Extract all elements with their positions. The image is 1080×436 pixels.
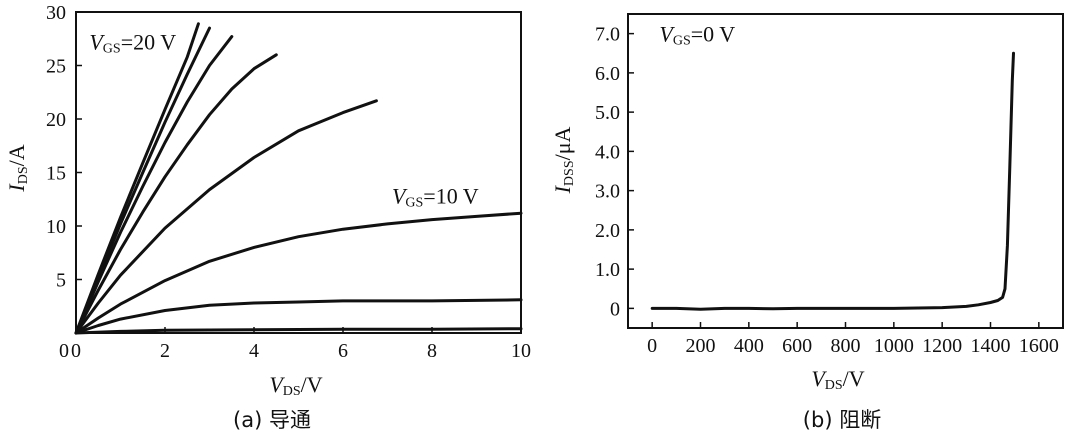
series-line-4 xyxy=(74,53,278,335)
x-axis-label: VDS/V xyxy=(269,372,322,399)
y-tick-label: 5 xyxy=(56,270,66,292)
x-tick-label: 10 xyxy=(511,340,531,362)
series-line-5 xyxy=(74,99,378,335)
x-tick-label: 200 xyxy=(686,335,716,357)
x-tick-label: 1400 xyxy=(971,335,1011,357)
panel-caption: (b) 阻断 xyxy=(803,408,881,432)
x-tick-label: 400 xyxy=(734,335,764,357)
y-tick-label: 0 xyxy=(610,298,620,320)
y-tick-label: 1.0 xyxy=(595,259,620,281)
x-tick-label: 4 xyxy=(249,340,259,362)
y-tick-label: 4.0 xyxy=(595,141,620,163)
y-tick-label: 2.0 xyxy=(595,220,620,242)
panel-caption: (a) 导通 xyxy=(233,408,311,432)
annotation-label: VGS=20 V xyxy=(89,29,176,56)
x-axis-label: VDS/V xyxy=(811,366,864,393)
plot-frame xyxy=(627,13,1064,329)
y-tick-label: 5.0 xyxy=(595,102,620,124)
annotation-label: VGS=10 V xyxy=(392,184,479,211)
blocking-panel: 0 200 400 600 800 1000 1200 1400 1600 0 1.0 2.0 3.0 4… xyxy=(550,13,1064,432)
y-tick-label: 25 xyxy=(46,56,66,78)
x-tick-label: 1600 xyxy=(1019,335,1059,357)
x-tick-label: 1200 xyxy=(922,335,962,357)
y-tick-label: 3.0 xyxy=(595,181,620,203)
x-tick-label: 800 xyxy=(831,335,861,357)
x-tick-label: 600 xyxy=(782,335,812,357)
series-line-1 xyxy=(650,51,1015,311)
x-tick-label: 0 xyxy=(71,340,81,362)
y-axis-label: IDS/A xyxy=(4,144,31,192)
series-line-6 xyxy=(74,211,523,335)
x-tick-label: 2 xyxy=(160,340,170,362)
series-line-8 xyxy=(74,327,523,335)
x-tick-label: 1000 xyxy=(874,335,914,357)
x-tick-label: 6 xyxy=(338,340,348,362)
y-tick-label: 15 xyxy=(46,163,66,185)
y-tick-label: 6.0 xyxy=(595,63,620,85)
annotation-label: VGS=0 V xyxy=(659,21,735,48)
y-axis-label: IDSS/μA xyxy=(550,126,577,194)
conduction-panel: 0 2 4 6 8 10 5 10 15 20 25 30 0 VGS=20 V VGS=10 V VDS/V… xyxy=(4,2,531,432)
series-line-3 xyxy=(74,35,234,335)
y-tick-label: 10 xyxy=(46,216,66,238)
origin-label: 0 xyxy=(59,340,69,362)
series-line-2 xyxy=(74,26,211,335)
y-tick-label: 20 xyxy=(46,109,66,131)
y-tick-label: 7.0 xyxy=(595,24,620,46)
x-tick-label: 0 xyxy=(647,335,657,357)
y-tick-label: 30 xyxy=(46,2,66,24)
x-tick-label: 8 xyxy=(427,340,437,362)
series-line-7 xyxy=(74,298,523,335)
